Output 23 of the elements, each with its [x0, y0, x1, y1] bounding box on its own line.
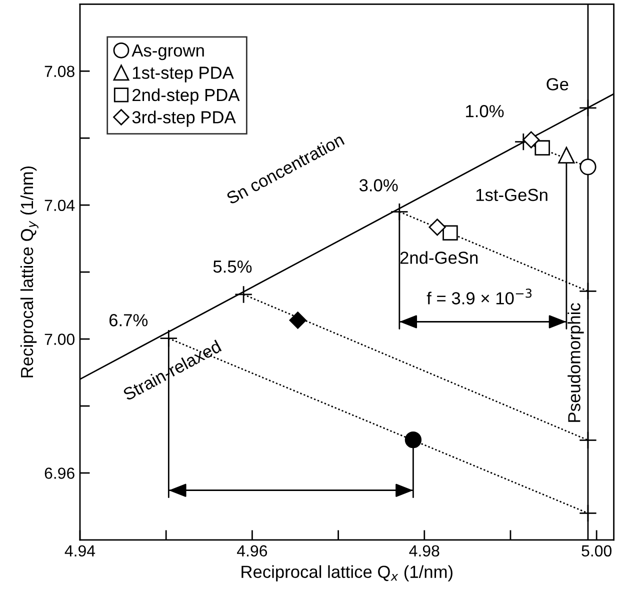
x-tick-label: 4.94 — [64, 545, 96, 557]
annotation: 6.7% — [109, 314, 148, 326]
ref-line-label: Pseudomorphic — [568, 303, 584, 422]
y-tick-label: 7.04 — [44, 200, 75, 212]
legend-label: 3rd-step PDA — [132, 110, 236, 127]
annotation: 1.0% — [466, 104, 504, 118]
annotation: 5.5% — [213, 260, 252, 273]
annotation: 1st-GeSn — [476, 188, 548, 202]
y-tick-label: 7.00 — [44, 334, 74, 345]
x-tick-label: 4.98 — [409, 545, 440, 557]
annotation: 2nd-GeSn — [400, 251, 478, 264]
x-axis-title: Reciprocal lattice Q$_{x}$ (1/nm) — [242, 565, 452, 582]
x-tick-label: 5.00 — [582, 545, 612, 557]
legend-label: As-grown — [132, 44, 204, 60]
y-tick-label: 6.96 — [44, 468, 74, 479]
annotation: f = 3.9 × 10$^{−3}$ — [426, 288, 532, 304]
x-tick-label: 4.96 — [237, 545, 268, 557]
legend-label: 1st-step PDA — [132, 66, 234, 82]
annotation: 3.0% — [359, 179, 398, 192]
legend-label: 2nd-step PDA — [132, 88, 240, 105]
y-tick-label: 7.08 — [44, 66, 74, 78]
y-axis-title: Reciprocal lattice Q$_{y}$ (1/nm) — [20, 166, 38, 378]
annotation: Ge — [546, 78, 568, 90]
